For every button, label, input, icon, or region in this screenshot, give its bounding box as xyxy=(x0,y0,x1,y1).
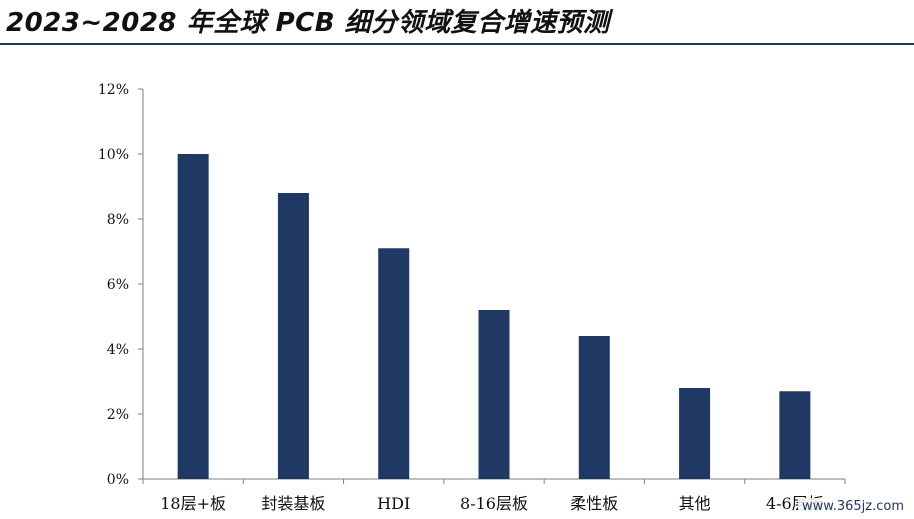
x-category-label: HDI xyxy=(377,494,410,513)
bar-7 xyxy=(779,391,811,479)
y-tick-label: 10% xyxy=(98,147,129,163)
y-tick-label: 8% xyxy=(107,212,129,228)
x-category-label: 8-16层板 xyxy=(460,494,528,513)
bar-6 xyxy=(679,388,711,479)
x-category-label: 封装基板 xyxy=(261,494,325,513)
bar-5 xyxy=(578,336,610,479)
y-tick-label: 2% xyxy=(107,407,129,423)
x-category-label: 柔性板 xyxy=(570,494,618,513)
y-tick-label: 6% xyxy=(107,277,129,293)
bar-3 xyxy=(378,248,410,479)
title-divider xyxy=(0,43,914,45)
bar-4 xyxy=(478,310,510,479)
bar-2 xyxy=(277,193,309,479)
page-title: 2023~2028 年全球 PCB 细分领域复合增速预测 xyxy=(6,8,610,38)
watermark: www.365jz.com xyxy=(798,498,908,515)
x-category-label: 18层+板 xyxy=(160,494,226,513)
y-tick-label: 12% xyxy=(98,82,129,98)
y-tick-label: 0% xyxy=(107,472,129,488)
bar-1 xyxy=(177,154,209,479)
y-tick-label: 4% xyxy=(107,342,129,358)
x-category-label: 其他 xyxy=(679,494,711,513)
